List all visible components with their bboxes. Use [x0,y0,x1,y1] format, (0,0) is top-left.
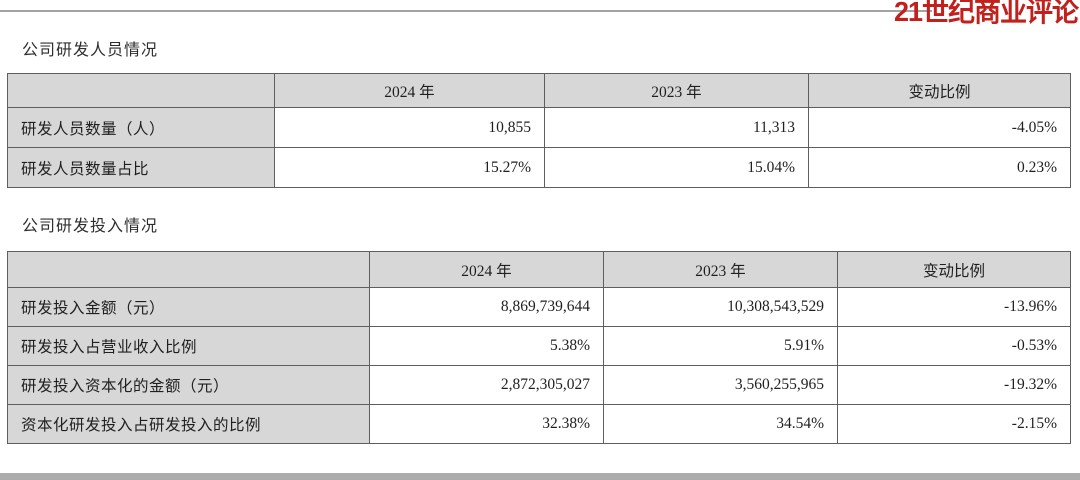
table-header-row: 2024 年 2023 年 变动比例 [7,251,1071,288]
row-label: 研发投入占营业收入比例 [7,326,370,366]
header-divider-line [0,10,932,12]
value-2024: 2,872,305,027 [369,365,604,405]
value-change: -19.32% [837,365,1071,405]
value-2023: 5.91% [603,326,838,366]
value-2023: 10,308,543,529 [603,287,838,327]
value-2023: 3,560,255,965 [603,365,838,405]
value-2023: 11,313 [544,107,809,148]
value-change: -4.05% [808,107,1071,148]
header-cell-empty [7,251,370,288]
value-2024: 10,855 [274,107,545,148]
row-label: 研发投入金额（元） [7,287,370,327]
value-change: -13.96% [837,287,1071,327]
value-2024: 8,869,739,644 [369,287,604,327]
value-2024: 32.38% [369,404,604,444]
table-row: 研发投入金额（元） 8,869,739,644 10,308,543,529 -… [7,287,1071,327]
row-label: 研发投入资本化的金额（元） [7,365,370,405]
header-cell-change: 变动比例 [837,251,1071,288]
brand-logo: 21世纪商业评论 [893,0,1079,28]
rd-personnel-table: 2024 年 2023 年 变动比例 研发人员数量（人） 10,855 11,3… [7,73,1071,188]
row-label: 资本化研发投入占研发投入的比例 [7,404,370,444]
value-2024: 15.27% [274,147,545,188]
header-cell-2024: 2024 年 [274,73,545,108]
table-header-row: 2024 年 2023 年 变动比例 [7,73,1071,108]
table-row: 研发投入资本化的金额（元） 2,872,305,027 3,560,255,96… [7,365,1071,405]
header-cell-2024: 2024 年 [369,251,604,288]
row-label: 研发人员数量占比 [7,147,275,188]
header-cell-change: 变动比例 [808,73,1071,108]
header-cell-2023: 2023 年 [603,251,838,288]
value-change: 0.23% [808,147,1071,188]
table-row: 研发投入占营业收入比例 5.38% 5.91% -0.53% [7,326,1071,366]
row-label: 研发人员数量（人） [7,107,275,148]
section-title-rd-personnel: 公司研发人员情况 [22,42,159,59]
table-row: 研发人员数量占比 15.27% 15.04% 0.23% [7,147,1071,188]
table-row: 资本化研发投入占研发投入的比例 32.38% 34.54% -2.15% [7,404,1071,444]
rd-investment-table: 2024 年 2023 年 变动比例 研发投入金额（元） 8,869,739,6… [7,251,1071,444]
bottom-divider-band [0,473,1080,480]
value-2024: 5.38% [369,326,604,366]
value-2023: 34.54% [603,404,838,444]
header-cell-empty [7,73,275,108]
table-row: 研发人员数量（人） 10,855 11,313 -4.05% [7,107,1071,148]
value-change: -2.15% [837,404,1071,444]
value-2023: 15.04% [544,147,809,188]
section-title-rd-investment: 公司研发投入情况 [22,218,159,235]
value-change: -0.53% [837,326,1071,366]
header-cell-2023: 2023 年 [544,73,809,108]
